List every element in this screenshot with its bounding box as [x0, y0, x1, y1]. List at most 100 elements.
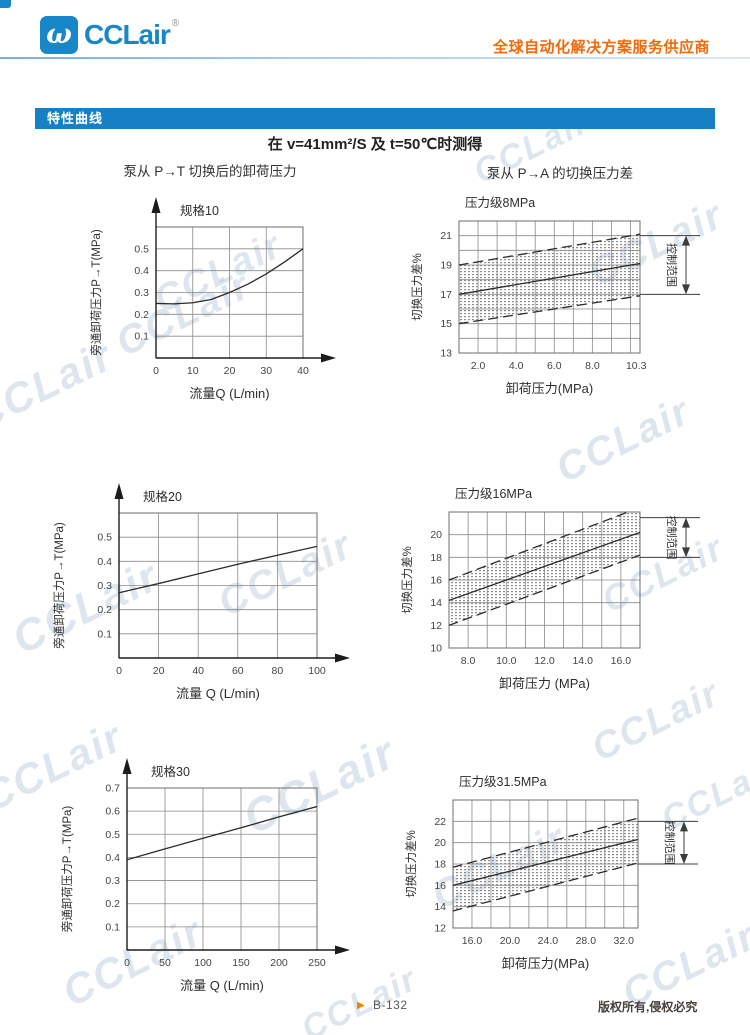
svg-text:12: 12: [434, 923, 446, 935]
svg-text:20: 20: [224, 365, 236, 377]
registered-trademark-icon: ®: [171, 18, 180, 29]
svg-text:8.0: 8.0: [461, 655, 476, 667]
svg-text:10.3: 10.3: [626, 360, 647, 372]
svg-text:0.1: 0.1: [97, 628, 112, 640]
svg-text:卸荷压力 (MPa): 卸荷压力 (MPa): [499, 676, 590, 691]
svg-text:规格20: 规格20: [143, 489, 182, 504]
svg-text:流量 Q (L/min): 流量 Q (L/min): [176, 686, 260, 701]
page-footer: ▶ B-132 版权所有,侵权必究: [0, 998, 750, 1022]
svg-text:旁通卸荷压力P→T(MPa): 旁通卸荷压力P→T(MPa): [89, 229, 103, 356]
svg-text:0.3: 0.3: [134, 287, 149, 299]
brand-tagline: 全球自动化解决方案服务供应商: [492, 39, 710, 56]
svg-text:流量Q (L/min): 流量Q (L/min): [189, 386, 269, 401]
column-header-right: 泵从 P→A 的切换压力差: [486, 166, 634, 181]
svg-text:控制范围: 控制范围: [665, 516, 679, 560]
svg-text:0.2: 0.2: [134, 309, 149, 321]
svg-text:13: 13: [440, 348, 452, 360]
svg-text:10: 10: [187, 365, 199, 377]
svg-text:规格10: 规格10: [180, 203, 219, 218]
svg-text:0.5: 0.5: [134, 243, 149, 255]
measurement-condition: 在 v=41mm²/S 及 t=50℃时测得: [267, 136, 483, 153]
svg-text:100: 100: [308, 665, 326, 677]
svg-text:0.1: 0.1: [105, 921, 120, 933]
svg-text:0.2: 0.2: [105, 898, 120, 910]
corner-accent: [0, 0, 11, 8]
svg-text:规格30: 规格30: [151, 764, 190, 779]
svg-text:0: 0: [116, 665, 122, 677]
chart-spec20: 0 20 40 60 80 100 0.1 0.2 0.3 0.4 0.5 规格20 流量 Q (L/m…: [52, 483, 350, 701]
svg-text:30: 30: [260, 365, 272, 377]
svg-text:20: 20: [153, 665, 165, 677]
svg-text:切换压力差%: 切换压力差%: [410, 253, 424, 321]
svg-text:18: 18: [430, 552, 442, 564]
brand-logo-text: CCLair: [84, 19, 171, 50]
section-title: 特性曲线: [47, 111, 104, 126]
svg-text:12.0: 12.0: [534, 655, 555, 667]
svg-text:40: 40: [192, 665, 204, 677]
svg-text:0.1: 0.1: [134, 331, 149, 343]
chart-level16mpa: 8.0 10.0 12.0 14.0 16.0 10 12 14 16 18 20 控制范围 压力级16…: [400, 487, 700, 691]
svg-text:22: 22: [434, 816, 446, 828]
svg-text:16: 16: [434, 880, 446, 892]
svg-text:50: 50: [159, 957, 171, 969]
svg-text:150: 150: [232, 957, 250, 969]
chart-spec10: 0 10 20 30 40 0.1 0.2 0.3 0.4 0.5 规格10 流量Q (L/min) 旁…: [89, 197, 336, 401]
svg-text:0.3: 0.3: [97, 580, 112, 592]
svg-text:压力级31.5MPa: 压力级31.5MPa: [459, 775, 547, 789]
svg-text:0.4: 0.4: [97, 556, 112, 568]
svg-text:旁通卸荷压力P→T(MPa): 旁通卸荷压力P→T(MPa): [60, 806, 74, 933]
svg-text:250: 250: [308, 957, 326, 969]
svg-text:10.0: 10.0: [496, 655, 517, 667]
svg-text:0.4: 0.4: [134, 265, 149, 277]
svg-text:20: 20: [434, 837, 446, 849]
brand-logo-icon: ω: [40, 16, 78, 54]
svg-text:20: 20: [430, 529, 442, 541]
chart-spec30: 0 50 100 150 200 250 0.1 0.2 0.3 0.4 0.5 0.6 0.7 规格30…: [60, 758, 350, 993]
svg-text:17: 17: [440, 289, 452, 301]
svg-text:压力级16MPa: 压力级16MPa: [455, 487, 532, 501]
svg-text:14: 14: [430, 597, 442, 609]
chart-level315mpa: 16.0 20.0 24.0 28.0 32.0 12 14 16 18 20 22 控制范围 压力级3…: [404, 775, 698, 971]
svg-text:28.0: 28.0: [576, 935, 597, 947]
svg-text:21: 21: [440, 230, 452, 242]
svg-text:8.0: 8.0: [585, 360, 600, 372]
svg-text:控制范围: 控制范围: [663, 821, 677, 865]
svg-text:0.4: 0.4: [105, 852, 120, 864]
svg-text:16: 16: [430, 575, 442, 587]
svg-text:卸荷压力(MPa): 卸荷压力(MPa): [506, 381, 593, 396]
header-divider: [0, 57, 750, 59]
svg-text:控制范围: 控制范围: [665, 243, 679, 287]
svg-text:0.7: 0.7: [105, 783, 120, 795]
svg-text:0.2: 0.2: [97, 604, 112, 616]
svg-text:0.3: 0.3: [105, 875, 120, 887]
svg-text:切换压力差%: 切换压力差%: [400, 546, 414, 614]
svg-text:18: 18: [434, 859, 446, 871]
svg-text:卸荷压力(MPa): 卸荷压力(MPa): [502, 956, 589, 971]
section-title-bar: 特性曲线: [35, 108, 715, 129]
column-header-left: 泵从 P→T 切换后的卸荷压力: [123, 164, 297, 179]
svg-text:14.0: 14.0: [572, 655, 593, 667]
svg-text:40: 40: [297, 365, 309, 377]
svg-text:0.6: 0.6: [105, 806, 120, 818]
svg-text:16.0: 16.0: [462, 935, 483, 947]
svg-text:19: 19: [440, 260, 452, 272]
svg-text:6.0: 6.0: [547, 360, 562, 372]
svg-text:16.0: 16.0: [611, 655, 632, 667]
svg-text:2.0: 2.0: [471, 360, 486, 372]
page-number: B-132: [373, 998, 408, 1012]
svg-text:流量 Q (L/min): 流量 Q (L/min): [180, 978, 264, 993]
svg-text:100: 100: [194, 957, 212, 969]
brand-logo: ω CCLair ®: [40, 16, 179, 54]
svg-text:旁通卸荷压力P→T(MPa): 旁通卸荷压力P→T(MPa): [52, 522, 66, 649]
svg-text:200: 200: [270, 957, 288, 969]
svg-text:14: 14: [434, 901, 446, 913]
svg-text:0.5: 0.5: [105, 829, 120, 841]
page-header: ω CCLair ® 全球自动化解决方案服务供应商: [0, 0, 750, 60]
svg-text:0: 0: [124, 957, 130, 969]
svg-text:24.0: 24.0: [538, 935, 559, 947]
svg-text:压力级8MPa: 压力级8MPa: [465, 196, 535, 210]
svg-text:60: 60: [232, 665, 244, 677]
svg-text:4.0: 4.0: [509, 360, 524, 372]
page-arrow-icon: ▶: [357, 1000, 365, 1011]
